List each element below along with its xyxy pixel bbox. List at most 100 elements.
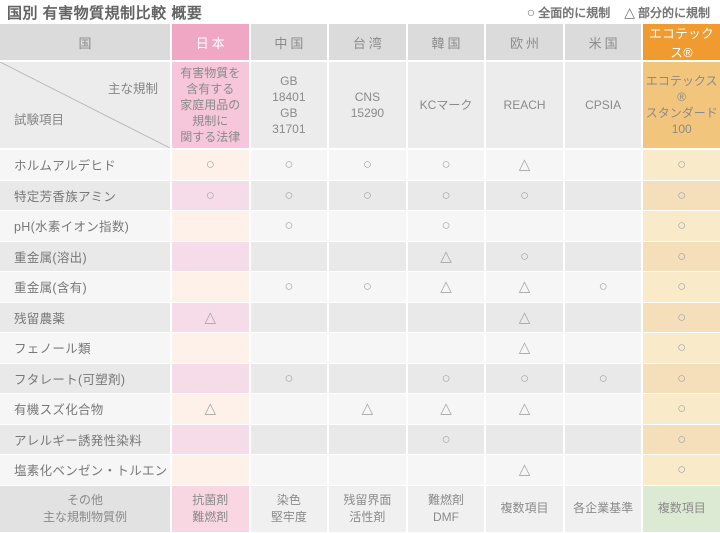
mark-cell	[329, 241, 406, 271]
test-item-label: ホルムアルデヒド	[0, 150, 170, 180]
legend-label-full: 全面的に規制	[538, 5, 611, 20]
mark-cell: ○	[643, 241, 720, 271]
mark-cell	[329, 333, 406, 363]
table-row: 有機スズ化合物 △ △ △ △ ○	[0, 394, 720, 424]
test-item-label: 特定芳香族アミン	[0, 180, 170, 210]
mark-cell	[329, 211, 406, 241]
table-row: ホルムアルデヒド ○ ○ ○ ○ △ ○	[0, 150, 720, 180]
mark-cell: ○	[643, 363, 720, 393]
mark-cell: ○	[643, 424, 720, 454]
footer-cell-ecotex: 複数項目	[643, 485, 720, 532]
diagonal-line	[0, 62, 170, 148]
mark-cell: ○	[329, 180, 406, 210]
diagonal-corner-cell: 主な規制 試験項目	[0, 62, 170, 148]
mark-cell	[407, 455, 485, 485]
footer-label: その他 主な規制物質例	[0, 485, 170, 532]
mark-cell: ○	[564, 363, 642, 393]
mark-cell: ○	[486, 241, 563, 271]
mark-cell: ○	[329, 272, 406, 302]
test-item-label: pH(水素イオン指数)	[0, 211, 170, 241]
mark-cell: ○	[250, 211, 328, 241]
mark-cell: ○	[407, 180, 485, 210]
mark-cell: △	[486, 150, 563, 180]
mark-cell	[172, 424, 249, 454]
footer-cell-korea: 難燃剤 DMF	[407, 485, 485, 532]
mark-cell	[564, 455, 642, 485]
page-title: 国別 有害物質規制比較 概要	[7, 4, 203, 22]
mark-cell: ○	[643, 150, 720, 180]
mark-cell	[329, 455, 406, 485]
mark-cell	[250, 394, 328, 424]
mark-cell: ○	[250, 363, 328, 393]
test-item-label: 塩素化ベンゼン・トルエン	[0, 455, 170, 485]
mark-cell	[564, 180, 642, 210]
mark-cell	[407, 302, 485, 332]
test-item-header-label: 試験項目	[14, 113, 65, 127]
col-header-china: 中国	[250, 24, 328, 60]
col-header-japan: 日本	[172, 24, 249, 60]
mark-cell: △	[486, 272, 563, 302]
mark-cell: ○	[643, 211, 720, 241]
mark-cell: △	[329, 394, 406, 424]
footer-cell-usa: 各企業基準	[564, 485, 642, 532]
mark-cell: ○	[250, 180, 328, 210]
mark-cell: △	[486, 333, 563, 363]
mark-cell: △	[407, 272, 485, 302]
legend-item-full: ○ 全面的に規制	[527, 4, 610, 21]
mark-cell	[329, 424, 406, 454]
mark-cell	[172, 363, 249, 393]
mark-cell: ○	[172, 180, 249, 210]
test-item-label: フェノール類	[0, 333, 170, 363]
mark-cell	[564, 150, 642, 180]
regulation-ecotex: エコテックス® スタンダード 100	[643, 62, 720, 148]
mark-cell	[250, 455, 328, 485]
col-header-korea: 韓国	[407, 24, 485, 60]
mark-cell: ○	[486, 180, 563, 210]
col-header-usa: 米国	[564, 24, 642, 60]
legend-item-partial: △ 部分的に規制	[624, 4, 710, 21]
triangle-icon: △	[624, 4, 635, 20]
mark-cell: ○	[407, 150, 485, 180]
test-item-label: フタレート(可塑剤)	[0, 363, 170, 393]
mark-cell	[329, 363, 406, 393]
mark-cell	[407, 333, 485, 363]
mark-cell	[172, 272, 249, 302]
footer-cell-taiwan: 残留界面 活性剤	[329, 485, 406, 532]
mark-cell	[564, 211, 642, 241]
mark-cell: △	[407, 241, 485, 271]
test-item-label: 重金属(溶出)	[0, 241, 170, 271]
mark-cell	[564, 302, 642, 332]
table-row: 重金属(含有) ○ ○ △ △ ○ ○	[0, 272, 720, 302]
mark-cell: ○	[643, 333, 720, 363]
col-header-ecotex: エコテックス®	[643, 24, 720, 60]
test-item-label: 残留農薬	[0, 302, 170, 332]
test-item-label: 有機スズ化合物	[0, 394, 170, 424]
table-row: 重金属(溶出) △ ○ ○	[0, 241, 720, 271]
country-header-row: 国 日本 中国 台湾 韓国 欧州 米国 エコテックス®	[0, 24, 720, 60]
mark-cell	[250, 424, 328, 454]
table-row: アレルギー誘発性染料 ○ ○	[0, 424, 720, 454]
test-rows: ホルムアルデヒド ○ ○ ○ ○ △ ○ 特定芳香族アミン ○ ○ ○ ○ ○ ○ pH(水素イオン指数) ○…	[0, 150, 720, 485]
mark-cell: ○	[407, 363, 485, 393]
title-bar: 国別 有害物質規制比較 概要 ○ 全面的に規制 △ 部分的に規制	[0, 0, 720, 24]
table-row: フェノール類 △ ○	[0, 333, 720, 363]
test-item-label: 重金属(含有)	[0, 272, 170, 302]
table-row: 残留農薬 △ △ ○	[0, 302, 720, 332]
mark-cell: △	[172, 302, 249, 332]
mark-cell: △	[486, 394, 563, 424]
mark-cell	[564, 241, 642, 271]
regulation-usa: CPSIA	[564, 62, 642, 148]
mark-cell: ○	[643, 455, 720, 485]
legend: ○ 全面的に規制 △ 部分的に規制	[527, 4, 710, 21]
legend-label-partial: 部分的に規制	[637, 5, 710, 20]
table-row: フタレート(可塑剤) ○ ○ ○ ○ ○	[0, 363, 720, 393]
col-header-taiwan: 台湾	[329, 24, 406, 60]
mark-cell: △	[486, 302, 563, 332]
mark-cell: ○	[643, 180, 720, 210]
mark-cell: △	[407, 394, 485, 424]
mark-cell	[486, 211, 563, 241]
footer-cell-japan: 抗菌剤 難燃剤	[172, 485, 249, 532]
regulation-china: GB 18401 GB 31701	[250, 62, 328, 148]
mark-cell: ○	[643, 272, 720, 302]
mark-cell: ○	[407, 424, 485, 454]
